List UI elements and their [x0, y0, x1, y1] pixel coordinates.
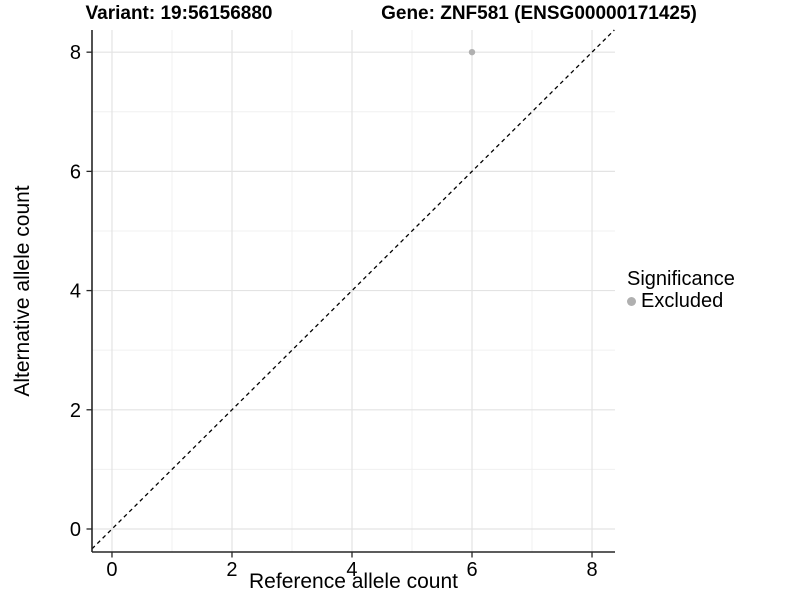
x-tick-label: 8 — [586, 559, 597, 581]
legend-point-icon — [627, 296, 636, 306]
legend: Significance Excluded — [627, 268, 735, 312]
plot-title-variant: Variant: 19:56156880 — [85, 3, 273, 24]
x-tick-label: 4 — [346, 559, 357, 581]
y-axis-label: Alternative allele count — [11, 185, 34, 397]
identity-dashed-line — [91, 29, 615, 550]
y-tick-label: 4 — [70, 281, 81, 303]
y-tick-label: 8 — [70, 42, 81, 64]
y-tick-label: 2 — [70, 400, 81, 422]
x-axis-label: Reference allele count — [249, 570, 458, 593]
legend-item-label: Excluded — [641, 290, 724, 312]
legend-item-excluded: Excluded — [627, 290, 735, 312]
data-point — [468, 48, 476, 56]
legend-title: Significance — [627, 268, 735, 290]
x-tick-label: 2 — [226, 559, 237, 581]
y-tick-label: 6 — [70, 161, 81, 183]
x-tick-label: 6 — [466, 559, 477, 581]
plot-title-gene: Gene: ZNF581 (ENSG00000171425) — [381, 3, 697, 24]
y-tick-label: 0 — [70, 519, 81, 541]
x-tick-label: 0 — [106, 559, 117, 581]
